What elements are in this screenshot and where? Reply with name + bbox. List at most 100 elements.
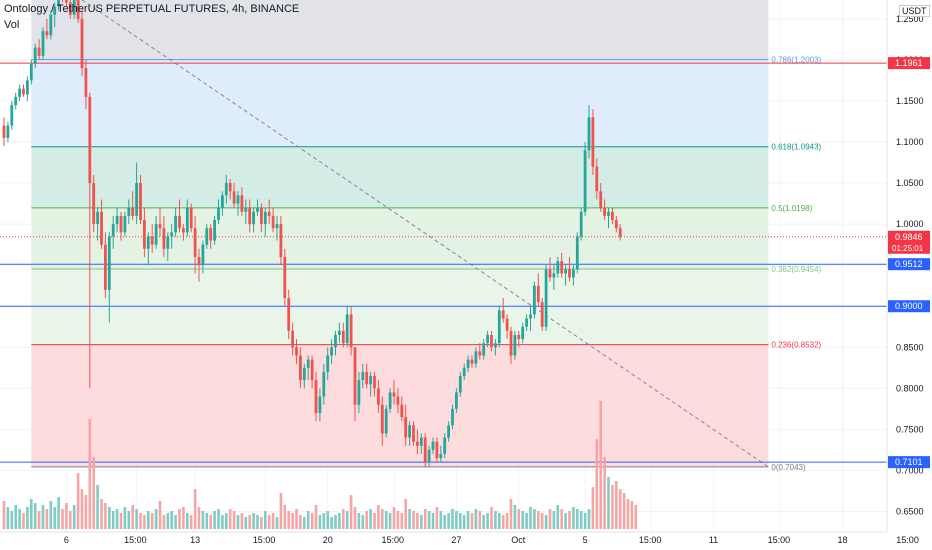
candle-body[interactable] xyxy=(466,359,470,368)
candle-body[interactable] xyxy=(427,449,431,463)
candle-body[interactable] xyxy=(474,351,478,364)
candle-body[interactable] xyxy=(349,314,353,348)
candle-body[interactable] xyxy=(37,47,41,56)
candle-body[interactable] xyxy=(470,359,474,364)
candle-body[interactable] xyxy=(408,425,411,438)
candle-body[interactable] xyxy=(283,256,287,299)
candle-body[interactable] xyxy=(314,380,318,413)
candle-body[interactable] xyxy=(92,183,96,225)
candle-body[interactable] xyxy=(41,31,45,56)
candle-body[interactable] xyxy=(416,441,419,446)
candle-body[interactable] xyxy=(18,88,21,97)
candle-body[interactable] xyxy=(513,334,517,356)
candle-body[interactable] xyxy=(618,228,622,237)
candle-body[interactable] xyxy=(509,330,513,356)
candle-body[interactable] xyxy=(400,404,404,418)
candle-body[interactable] xyxy=(380,404,384,434)
candle-body[interactable] xyxy=(299,355,302,381)
candle-body[interactable] xyxy=(185,207,189,233)
candle-body[interactable] xyxy=(53,6,57,15)
candle-body[interactable] xyxy=(26,80,29,95)
candle-body[interactable] xyxy=(404,417,408,438)
candle-body[interactable] xyxy=(439,454,443,459)
candle-body[interactable] xyxy=(49,14,53,36)
candle-body[interactable] xyxy=(240,195,244,212)
candle-body[interactable] xyxy=(423,437,427,463)
candle-body[interactable] xyxy=(455,392,458,409)
candle-body[interactable] xyxy=(209,228,213,241)
candle-body[interactable] xyxy=(271,215,275,229)
candle-body[interactable] xyxy=(525,318,528,327)
candle-body[interactable] xyxy=(96,211,99,225)
candle-body[interactable] xyxy=(521,326,525,340)
candle-body[interactable] xyxy=(583,150,587,212)
candle-body[interactable] xyxy=(462,367,466,377)
candle-body[interactable] xyxy=(552,273,556,278)
candle-body[interactable] xyxy=(139,183,142,221)
candle-body[interactable] xyxy=(587,117,591,151)
candle-body[interactable] xyxy=(111,224,115,237)
candle-body[interactable] xyxy=(267,211,271,216)
candle-body[interactable] xyxy=(556,261,560,274)
candle-body[interactable] xyxy=(568,269,571,278)
candle-body[interactable] xyxy=(611,211,614,221)
candle-body[interactable] xyxy=(614,220,618,229)
candle-body[interactable] xyxy=(447,425,450,438)
candle-body[interactable] xyxy=(517,334,521,340)
candle-body[interactable] xyxy=(357,380,361,405)
candle-body[interactable] xyxy=(158,224,162,229)
candle-body[interactable] xyxy=(482,343,486,356)
candle-body[interactable] xyxy=(150,236,154,245)
candle-body[interactable] xyxy=(279,224,283,257)
candle-body[interactable] xyxy=(275,224,279,229)
candle-body[interactable] xyxy=(228,183,232,192)
candle-body[interactable] xyxy=(174,215,177,233)
candle-body[interactable] xyxy=(478,351,482,356)
candle-body[interactable] xyxy=(256,207,259,212)
candle-body[interactable] xyxy=(201,244,205,266)
candle-body[interactable] xyxy=(2,125,6,138)
candle-body[interactable] xyxy=(22,88,25,95)
candle-body[interactable] xyxy=(146,236,150,249)
candle-body[interactable] xyxy=(345,314,349,344)
candle-body[interactable] xyxy=(68,2,72,15)
candle-body[interactable] xyxy=(505,318,509,331)
candle-body[interactable] xyxy=(217,207,220,221)
candle-body[interactable] xyxy=(458,376,462,393)
candle-body[interactable] xyxy=(33,47,37,65)
candle-body[interactable] xyxy=(100,211,103,245)
candle-body[interactable] xyxy=(131,207,135,216)
candle-body[interactable] xyxy=(388,392,392,409)
candle-body[interactable] xyxy=(431,441,435,450)
candle-body[interactable] xyxy=(607,211,610,216)
candle-body[interactable] xyxy=(435,441,439,459)
candle-body[interactable] xyxy=(365,371,369,385)
candle-body[interactable] xyxy=(6,125,10,138)
candle-body[interactable] xyxy=(330,347,333,356)
candle-body[interactable] xyxy=(14,96,18,106)
candle-body[interactable] xyxy=(135,183,138,216)
candle-body[interactable] xyxy=(104,244,107,290)
candle-body[interactable] xyxy=(252,211,255,225)
candle-body[interactable] xyxy=(170,232,174,237)
candle-body[interactable] xyxy=(166,236,170,249)
candle-body[interactable] xyxy=(236,195,240,204)
candle-body[interactable] xyxy=(341,330,345,344)
candle-body[interactable] xyxy=(318,396,322,413)
candle-body[interactable] xyxy=(232,191,236,204)
candle-body[interactable] xyxy=(205,228,209,245)
candle-body[interactable] xyxy=(45,31,49,36)
candle-body[interactable] xyxy=(107,236,111,290)
candle-body[interactable] xyxy=(396,396,400,405)
candle-body[interactable] xyxy=(193,228,197,257)
candle-body[interactable] xyxy=(334,334,337,348)
candle-body[interactable] xyxy=(260,207,263,225)
candle-body[interactable] xyxy=(221,195,224,208)
candle-body[interactable] xyxy=(76,0,80,19)
candle-body[interactable] xyxy=(486,334,489,344)
candle-body[interactable] xyxy=(338,330,341,335)
candle-body[interactable] xyxy=(127,207,131,216)
candle-body[interactable] xyxy=(494,343,497,348)
